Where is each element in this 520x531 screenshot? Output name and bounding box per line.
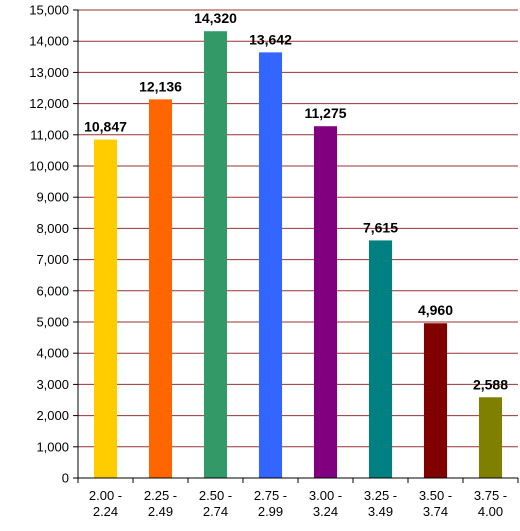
y-tick-label: 8,000 <box>36 221 69 236</box>
data-label: 10,847 <box>84 119 127 135</box>
y-tick-label: 1,000 <box>36 439 69 454</box>
x-tick-label: 3.00 - <box>309 488 342 503</box>
y-tick-label: 0 <box>62 471 69 486</box>
y-tick-label: 3,000 <box>36 377 69 392</box>
data-label: 14,320 <box>194 10 237 26</box>
bar <box>93 139 118 478</box>
x-tick-label: 4.00 <box>478 504 503 519</box>
x-tick-label: 3.49 <box>368 504 393 519</box>
x-axis: 2.00 -2.24 2.25 -2.49 2.50 -2.74 2.75 -2.99… <box>77 477 519 519</box>
data-label: 12,136 <box>139 78 182 94</box>
y-tick-label: 11,000 <box>30 127 69 142</box>
y-tick-label: 6,000 <box>36 283 69 298</box>
data-label: 4,960 <box>418 302 453 318</box>
x-tick-label: 2.49 <box>148 504 173 519</box>
bar <box>368 240 393 478</box>
x-tick-label: 3.75 - <box>474 488 507 503</box>
y-tick-label: 14,000 <box>29 34 69 49</box>
bars <box>93 31 503 478</box>
data-label: 7,615 <box>363 219 398 235</box>
x-tick-label: 3.50 - <box>419 488 452 503</box>
y-tick-label: 5,000 <box>36 315 69 330</box>
y-tick-label: 4,000 <box>36 346 69 361</box>
y-tick-label: 12,000 <box>29 96 69 111</box>
y-tick-label: 2,000 <box>36 408 69 423</box>
bar <box>203 31 228 478</box>
x-tick-label: 3.74 <box>423 504 448 519</box>
bar <box>258 52 283 478</box>
bar <box>478 397 503 478</box>
data-label: 2,588 <box>473 376 508 392</box>
x-tick-label: 2.24 <box>93 504 118 519</box>
y-tick-label: 10,000 <box>29 159 69 174</box>
y-tick-label: 7,000 <box>36 252 69 267</box>
bar <box>313 126 338 478</box>
bar <box>148 99 173 478</box>
x-tick-label: 2.25 - <box>144 488 177 503</box>
gridlines <box>78 9 518 448</box>
x-tick-label: 2.99 <box>258 504 283 519</box>
x-tick-label: 2.50 - <box>199 488 232 503</box>
y-axis: 0 1,000 2,000 3,000 4,000 5,000 6,000 7,000 8,00… <box>29 3 79 486</box>
y-tick-label: 13,000 <box>29 65 69 80</box>
y-tick-label: 9,000 <box>36 190 69 205</box>
data-label: 11,275 <box>304 105 346 121</box>
data-label: 13,642 <box>249 31 292 47</box>
data-labels: 10,847 12,136 14,320 13,642 11,275 7,615 4,960… <box>84 10 508 392</box>
x-tick-label: 2.74 <box>203 504 228 519</box>
x-tick-label: 3.25 - <box>364 488 397 503</box>
x-tick-label: 3.24 <box>313 504 338 519</box>
bar <box>423 323 448 478</box>
x-tick-label: 2.00 - <box>89 488 122 503</box>
x-tick-label: 2.75 - <box>254 488 287 503</box>
y-tick-label: 15,000 <box>29 3 69 18</box>
